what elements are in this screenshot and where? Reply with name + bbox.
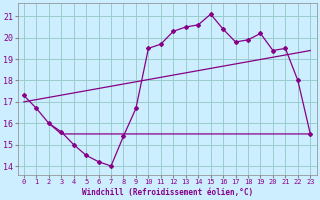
X-axis label: Windchill (Refroidissement éolien,°C): Windchill (Refroidissement éolien,°C) xyxy=(82,188,253,197)
